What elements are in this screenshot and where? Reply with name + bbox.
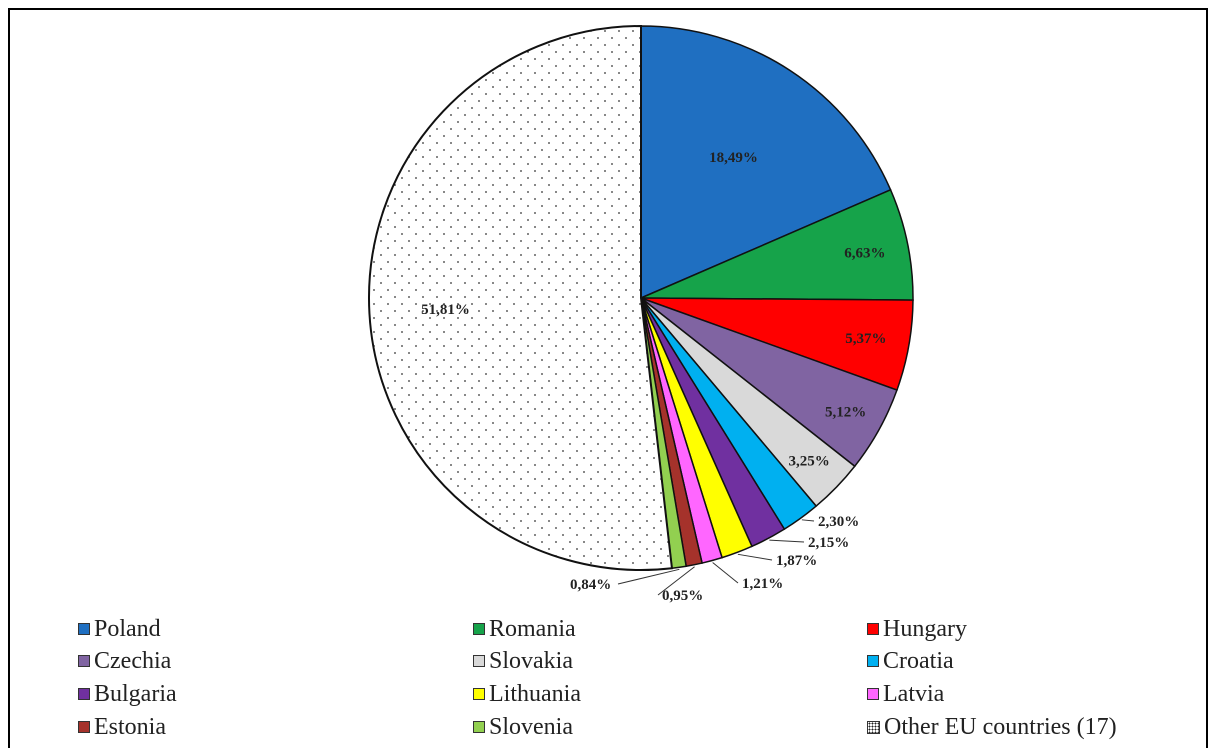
data-label-latvia: 1,21% (742, 576, 783, 592)
data-label-croatia: 2,30% (818, 514, 859, 530)
pie-slice-poland (640, 25, 892, 300)
leader-line-lithuania (737, 553, 773, 561)
data-label-other-eu-countries-17: 51,81% (421, 302, 470, 318)
data-label-poland: 18,49% (709, 150, 758, 166)
data-label-slovakia: 3,25% (788, 454, 829, 470)
data-label-czechia: 5,12% (825, 404, 866, 420)
data-label-bulgaria: 2,15% (808, 535, 849, 551)
data-label-hungary: 5,37% (845, 331, 886, 347)
pie-slice-romania (640, 188, 914, 301)
leader-line-estonia (657, 566, 695, 596)
leader-line-croatia (801, 519, 815, 522)
pie-slices (368, 24, 914, 571)
leader-lines (617, 519, 815, 596)
leader-line-bulgaria (769, 539, 805, 543)
leader-line-slovenia (617, 568, 680, 585)
data-label-romania: 6,63% (844, 245, 885, 261)
pie-slice-other-eu-countries-17 (368, 24, 674, 571)
data-label-slovenia: 0,84% (570, 577, 611, 593)
data-labels: 18,49% 6,63% 5,37% 5,12% 3,25% 2,30% 2,15% 1,87… (421, 150, 886, 604)
data-label-lithuania: 1,87% (776, 553, 817, 569)
data-label-estonia: 0,95% (662, 588, 703, 604)
leader-line-latvia (712, 562, 739, 584)
